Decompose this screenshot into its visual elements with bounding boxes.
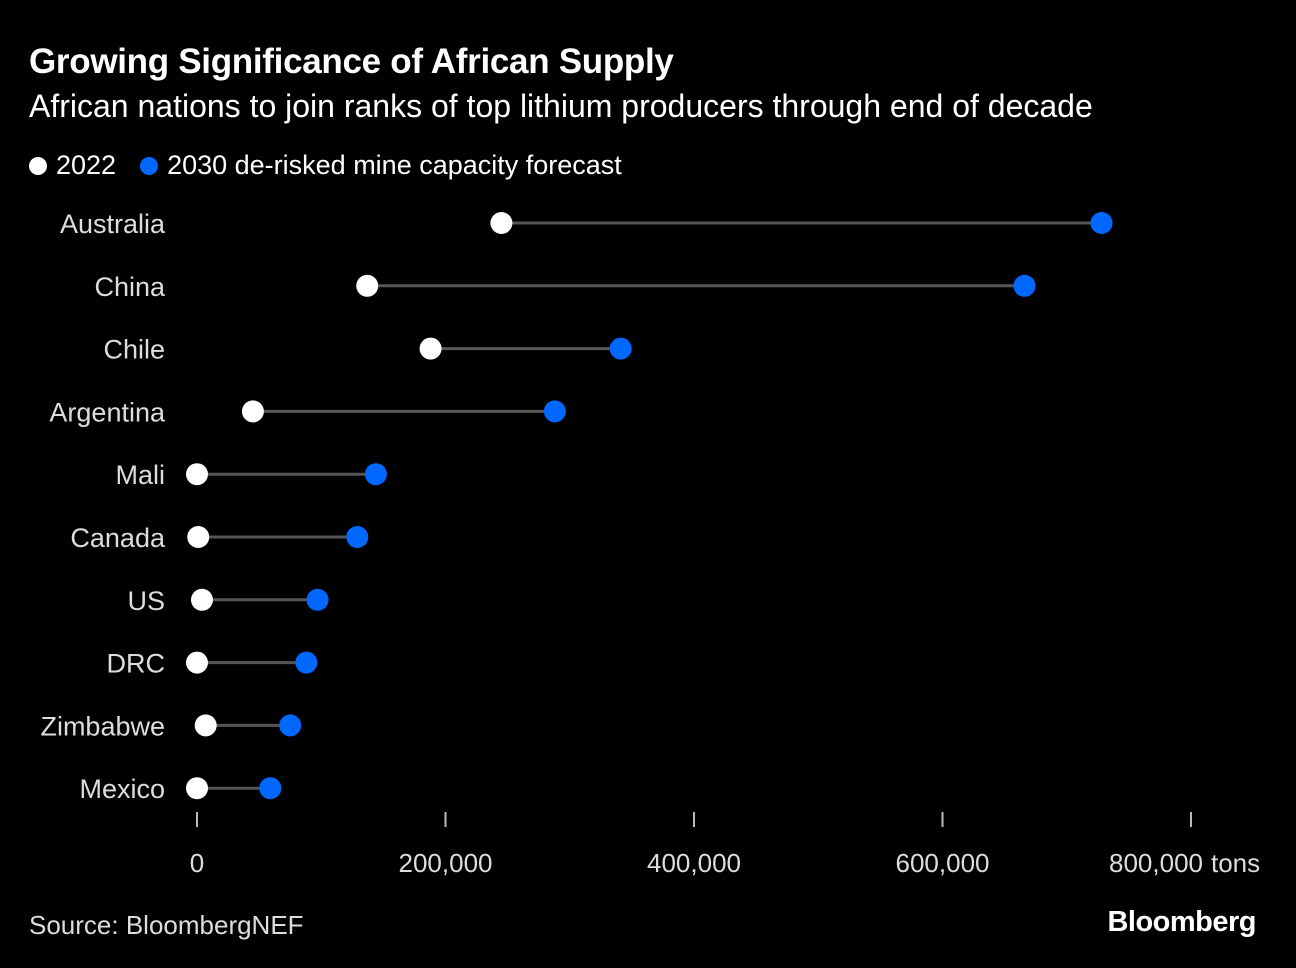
legend-dot-white — [29, 156, 47, 175]
point-2022 — [419, 337, 442, 360]
point-2022 — [187, 526, 210, 548]
legend-item-2022: 2022 — [29, 150, 116, 181]
point-2022 — [186, 463, 208, 486]
point-2030 — [346, 526, 369, 548]
category-label: DRC — [107, 649, 166, 679]
point-2030 — [279, 714, 302, 737]
point-2030 — [295, 651, 318, 674]
legend-label: 2022 — [56, 150, 117, 180]
point-2022 — [186, 777, 208, 800]
point-2022 — [194, 714, 217, 737]
point-2022 — [190, 588, 213, 611]
x-unit-label: tons — [1211, 848, 1260, 878]
point-2022 — [186, 651, 208, 674]
point-2030 — [609, 337, 632, 360]
point-2022 — [490, 212, 513, 234]
point-2030 — [259, 777, 282, 800]
point-2030 — [543, 400, 566, 423]
point-2030 — [364, 463, 387, 486]
point-2030 — [1013, 274, 1036, 297]
point-2030 — [1090, 212, 1113, 234]
legend-label: 2030 de-risked mine capacity forecast — [167, 150, 622, 180]
legend: 2022 2030 de-risked mine capacity foreca… — [29, 150, 636, 181]
x-tick-label: 0 — [190, 848, 204, 878]
point-2022 — [356, 274, 379, 297]
x-tick-label: 600,000 — [896, 848, 990, 878]
category-label: Mali — [115, 460, 165, 490]
category-label: Australia — [60, 209, 166, 239]
category-label: Mexico — [79, 774, 165, 804]
category-label: US — [127, 586, 165, 616]
category-label: Canada — [70, 523, 166, 553]
legend-item-2030: 2030 de-risked mine capacity forecast — [140, 150, 622, 181]
point-2030 — [306, 588, 329, 611]
chart-title: Growing Significance of African Supply — [29, 42, 674, 81]
chart-subtitle: African nations to join ranks of top lit… — [29, 88, 1093, 124]
x-tick-label: 400,000 — [647, 848, 741, 878]
category-label: China — [94, 272, 166, 302]
source-note: Source: BloombergNEF — [29, 910, 304, 940]
point-2022 — [241, 400, 264, 423]
x-tick-label: 200,000 — [399, 848, 493, 878]
x-tick-label: 800,000 — [1109, 848, 1203, 878]
category-label: Argentina — [49, 397, 166, 427]
category-label: Chile — [103, 335, 165, 365]
legend-dot-blue — [140, 156, 159, 175]
category-label: Zimbabwe — [40, 711, 165, 741]
bloomberg-logo: Bloomberg — [1107, 906, 1256, 938]
